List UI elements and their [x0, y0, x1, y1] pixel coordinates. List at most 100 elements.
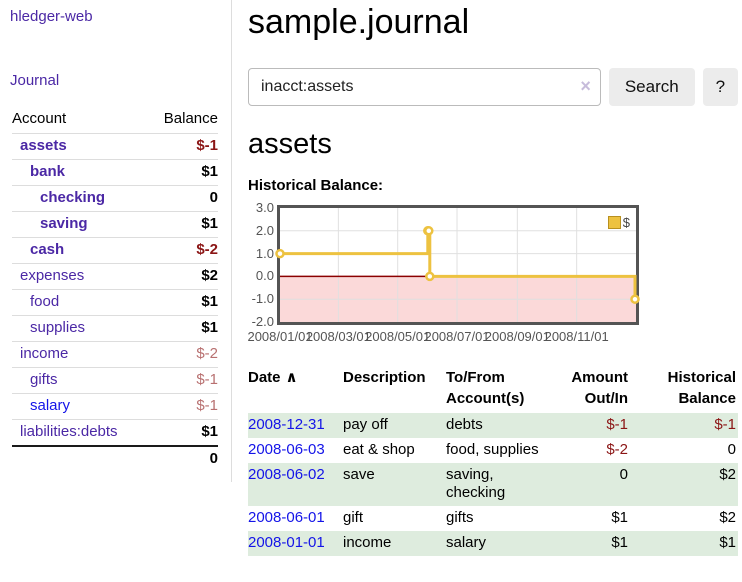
transaction-amount: 0 [619, 466, 628, 483]
transaction-balance: $2 [719, 509, 736, 526]
chart-title: Historical Balance: [248, 177, 384, 194]
chart-y-tick-label: 1.0 [255, 245, 274, 261]
chart-y-tick-label: -1.0 [251, 291, 274, 307]
account-balance: $-2 [196, 345, 218, 362]
transaction-accounts: debts [446, 416, 483, 433]
account-row: food $1 [12, 289, 218, 316]
accounts-col-balance: Balance [163, 110, 218, 127]
account-balance: $1 [201, 215, 218, 232]
transaction-row: 2008-01-01 income salary $1 $1 [248, 531, 738, 556]
legend-label: $ [622, 215, 630, 230]
sidebar: hledger-web Journal Account Balance asse… [0, 0, 232, 482]
account-link-food[interactable]: food [30, 293, 60, 310]
transaction-amount: $1 [611, 509, 628, 526]
account-balance: $-2 [196, 241, 218, 258]
register-header-row: Date ∧ Description To/From Account(s) Amo… [248, 365, 738, 413]
transaction-date-link[interactable]: 2008-06-02 [248, 466, 325, 483]
search-button[interactable]: Search [608, 68, 695, 106]
accounts-col-account: Account [12, 110, 67, 127]
historical-balance-chart: 3.0 2.0 1.0 0.0 -1.0 -2.0 $ 2008/01/01 2008/03… [247, 200, 648, 347]
data-point [424, 226, 434, 236]
transaction-amount: $-1 [606, 416, 628, 433]
data-point [630, 294, 640, 304]
transaction-description: pay off [343, 416, 388, 433]
transaction-amount: $-2 [606, 441, 628, 458]
account-row: saving $1 [12, 211, 218, 238]
transaction-balance: 0 [727, 441, 736, 458]
chart-x-tick-label: 2008/03/01 [305, 329, 371, 344]
account-link-liabilities-debts[interactable]: liabilities:debts [20, 423, 118, 440]
account-balance: $-1 [196, 137, 218, 154]
account-row: supplies $1 [12, 315, 218, 342]
transaction-balance: $-1 [714, 416, 736, 433]
sidebar-item-journal[interactable]: Journal [10, 72, 60, 89]
search-input[interactable] [248, 68, 601, 106]
chart-x-tick-label: 2008/05/01 [365, 329, 431, 344]
account-link-saving[interactable]: saving [40, 215, 88, 232]
account-link-salary[interactable]: salary [30, 397, 71, 414]
account-balance: $1 [201, 293, 218, 310]
account-balance: $2 [201, 267, 218, 284]
transaction-description: eat & shop [343, 441, 415, 458]
register-col-date-label: Date [248, 369, 281, 386]
account-link-supplies[interactable]: supplies [30, 319, 86, 336]
transaction-date-link[interactable]: 2008-01-01 [248, 534, 325, 551]
account-link-expenses[interactable]: expenses [20, 267, 85, 284]
search-box: × [248, 68, 601, 106]
transaction-description: save [343, 466, 375, 483]
search-bar: × Search ? [248, 68, 738, 106]
account-link-bank[interactable]: bank [30, 163, 66, 180]
chart-x-tick-label: 2008/11/01 [544, 329, 609, 344]
transaction-accounts: saving, checking [446, 466, 506, 501]
transaction-row: 2008-06-02 save saving, checking 0 $2 [248, 463, 738, 506]
transaction-date-link[interactable]: 2008-06-01 [248, 509, 325, 526]
account-balance: $1 [201, 423, 218, 440]
transaction-row: 2008-06-01 gift gifts $1 $2 [248, 506, 738, 531]
account-row: checking 0 [12, 185, 218, 212]
transaction-description: gift [343, 509, 364, 526]
register-col-description: Description [343, 369, 426, 386]
accounts-header-row: Account Balance [12, 106, 218, 134]
register-col-date[interactable]: Date ∧ [248, 365, 343, 413]
chart-x-tick-label: 2008/07/01 [424, 329, 490, 344]
chart-x-axis: 2008/01/01 2008/03/01 2008/05/01 2008/07/01… [247, 329, 648, 347]
account-balance: $-1 [196, 397, 218, 414]
clear-search-icon[interactable]: × [580, 76, 591, 96]
account-row: expenses $2 [12, 263, 218, 290]
chart-legend: $ [607, 215, 630, 230]
transaction-accounts: food, supplies [446, 441, 539, 458]
sort-ascending-icon: ∧ [285, 369, 298, 386]
account-link-cash[interactable]: cash [30, 241, 65, 258]
transaction-date-link[interactable]: 2008-06-03 [248, 441, 325, 458]
page-title: sample.journal [248, 3, 470, 41]
account-row: income $-2 [12, 341, 218, 368]
register-body: 2008-12-31 pay off debts $-1 $-1 2008-06-03 ea… [248, 413, 738, 556]
account-heading: assets [248, 128, 332, 160]
register-col-balance: Historical Balance [667, 369, 736, 407]
chart-canvas [275, 208, 640, 322]
app-title-link[interactable]: hledger-web [10, 8, 93, 25]
account-row: salary $-1 [12, 393, 218, 420]
chart-y-axis: 3.0 2.0 1.0 0.0 -1.0 -2.0 [248, 200, 274, 329]
transaction-accounts: salary [446, 534, 487, 551]
account-row: assets $-1 [12, 133, 218, 160]
transaction-balance: $1 [719, 534, 736, 551]
accounts-table: Account Balance assets $-1 bank $1 checking 0… [12, 106, 218, 472]
chart-plot-area: $ [275, 205, 640, 325]
transaction-date-link[interactable]: 2008-12-31 [248, 416, 325, 433]
account-link-assets[interactable]: assets [20, 137, 67, 154]
help-button[interactable]: ? [702, 68, 738, 106]
chart-y-tick-label: 3.0 [255, 200, 274, 215]
register-col-amount: Amount Out/In [571, 369, 628, 407]
chart-y-tick-label: -2.0 [251, 314, 274, 329]
account-link-gifts[interactable]: gifts [30, 371, 58, 388]
transaction-amount: $1 [611, 534, 628, 551]
legend-swatch-icon [607, 216, 621, 229]
account-link-checking[interactable]: checking [40, 189, 106, 206]
account-row: bank $1 [12, 159, 218, 186]
transaction-row: 2008-12-31 pay off debts $-1 $-1 [248, 413, 738, 438]
account-balance: $-1 [196, 371, 218, 388]
chart-y-tick-label: 0.0 [255, 268, 274, 284]
account-link-income[interactable]: income [20, 345, 69, 362]
